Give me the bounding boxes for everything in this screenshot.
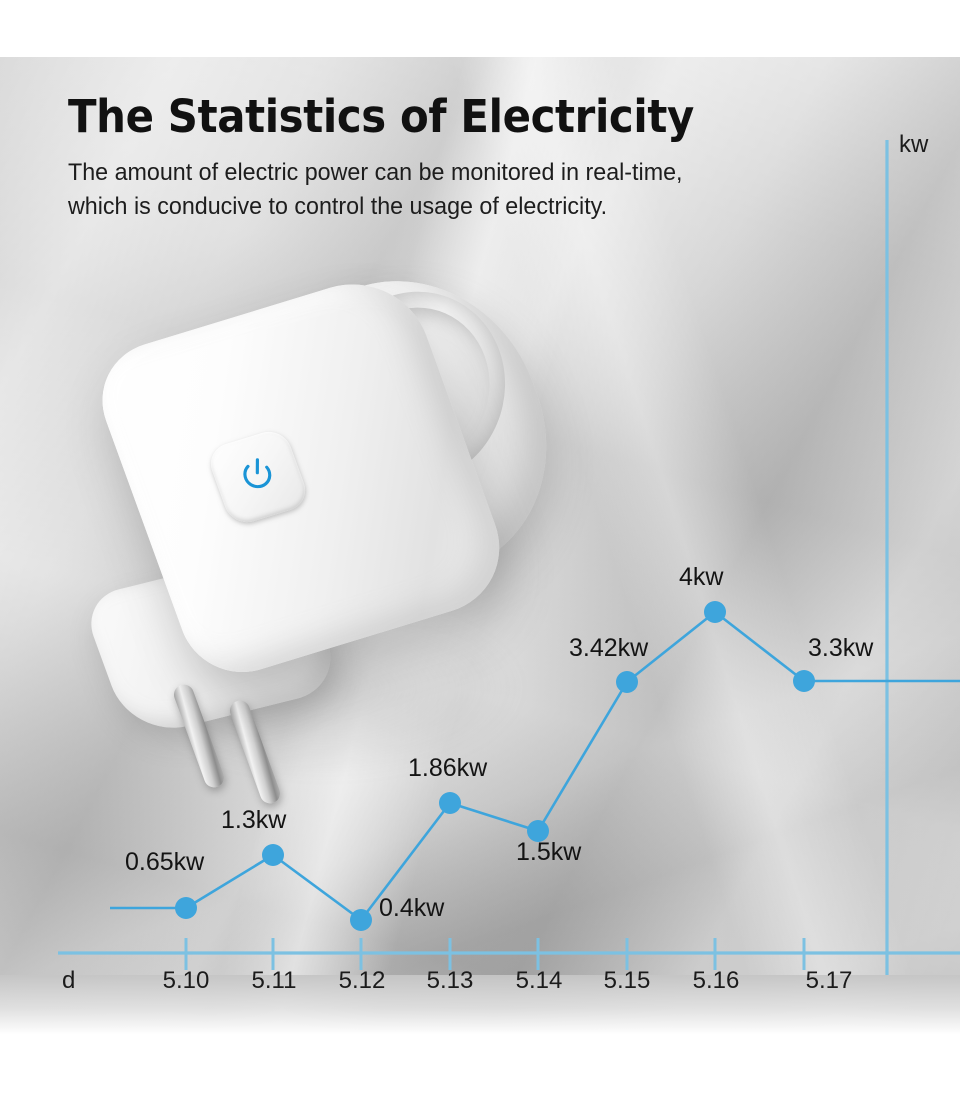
heading-block: The Statistics of Electricity The amount… bbox=[68, 90, 898, 226]
data-point-label: 3.3kw bbox=[808, 634, 874, 662]
data-point[interactable] bbox=[793, 670, 815, 692]
data-point-label: 1.5kw bbox=[516, 838, 582, 866]
x-tick-label: 5.17 bbox=[805, 967, 853, 994]
page-subtitle-line-2: which is conducive to control the usage … bbox=[68, 193, 608, 221]
x-tick-label: 5.16 bbox=[692, 967, 740, 994]
x-axis-ticks bbox=[184, 938, 806, 970]
page-title: The Statistics of Electricity bbox=[68, 90, 694, 143]
data-point[interactable] bbox=[350, 909, 372, 931]
data-point[interactable] bbox=[616, 671, 638, 693]
x-tick-label: 5.15 bbox=[603, 967, 651, 994]
x-axis-unit-label: d bbox=[62, 967, 76, 994]
series-line bbox=[110, 610, 960, 922]
data-point-label: 3.42kw bbox=[569, 634, 649, 662]
data-point[interactable] bbox=[527, 820, 549, 842]
series-markers bbox=[175, 601, 815, 931]
data-point-label: 1.86kw bbox=[408, 754, 488, 782]
x-tick-label: 5.10 bbox=[162, 967, 210, 994]
x-tick-label: 5.14 bbox=[515, 967, 563, 994]
data-point-label: 1.3kw bbox=[221, 806, 287, 834]
data-point[interactable] bbox=[262, 844, 284, 866]
x-tick-label: 5.12 bbox=[338, 967, 386, 994]
data-point[interactable] bbox=[704, 601, 726, 623]
page-subtitle-line-1: The amount of electric power can be moni… bbox=[68, 158, 683, 186]
data-point[interactable] bbox=[175, 897, 197, 919]
data-point-label: 0.4kw bbox=[379, 894, 445, 922]
page-subtitle: The amount of electric power can be moni… bbox=[68, 156, 857, 226]
y-axis-unit-label: kw bbox=[899, 131, 929, 158]
data-point[interactable] bbox=[439, 792, 461, 814]
data-point-label: 0.65kw bbox=[125, 848, 205, 876]
x-tick-label: 5.11 bbox=[251, 967, 297, 994]
x-tick-label: 5.13 bbox=[426, 967, 474, 994]
data-point-label: 4kw bbox=[679, 563, 724, 591]
background-bottom-fade bbox=[0, 975, 960, 1035]
